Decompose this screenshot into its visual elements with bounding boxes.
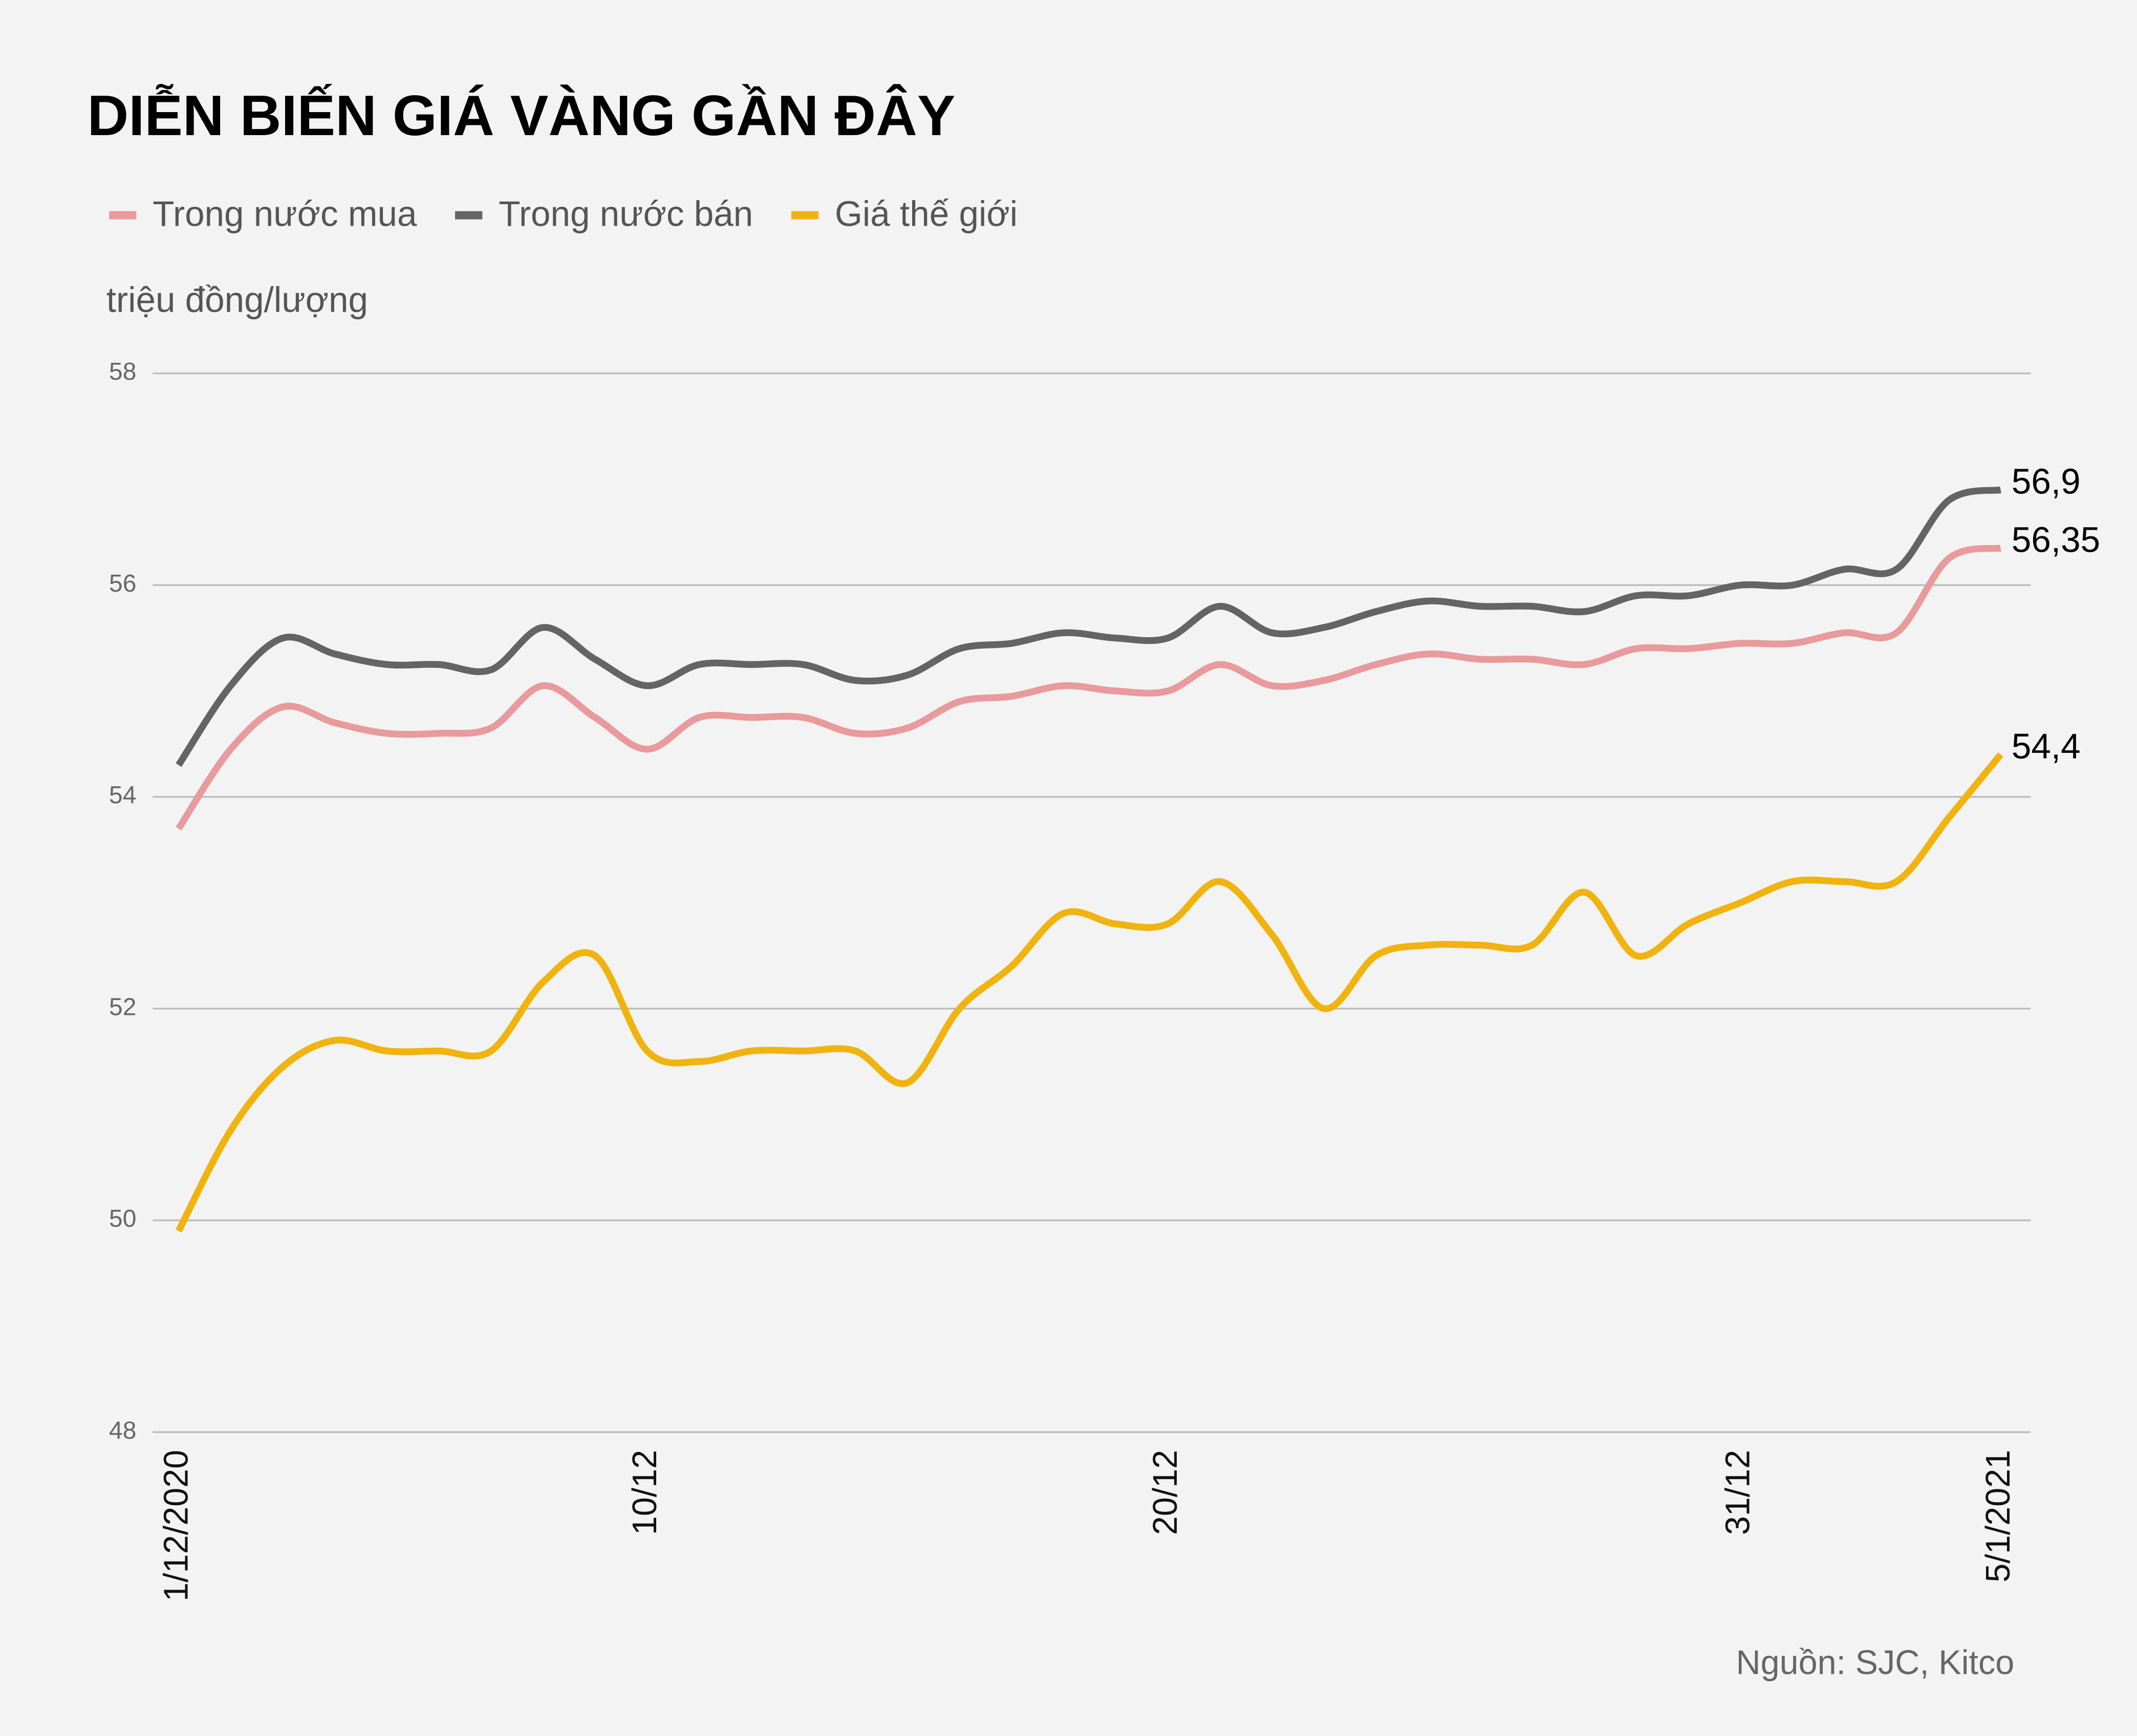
y-tick-label: 48	[109, 1417, 136, 1444]
x-tick-label: 10/12	[626, 1450, 664, 1535]
legend-label: Trong nước bán	[499, 194, 753, 234]
y-tick-label: 56	[109, 570, 136, 597]
series-line	[175, 752, 2003, 1233]
x-tick-label: 1/12/2020	[157, 1450, 195, 1601]
value-label: 54,4	[2012, 726, 2081, 766]
value-label: 56,35	[2012, 519, 2100, 559]
series-line	[176, 545, 2001, 831]
x-tick-label: 20/12	[1147, 1450, 1184, 1535]
chart-title: DIỄN BIẾN GIÁ VÀNG GẦN ĐÂY	[88, 83, 956, 147]
x-tick-label: 31/12	[1719, 1450, 1757, 1535]
y-tick-label: 52	[109, 993, 136, 1021]
value-label: 56,9	[2012, 462, 2081, 502]
legend-label: Trong nước mua	[153, 194, 417, 234]
source: Nguồn: SJC, Kitco	[1736, 1644, 2015, 1682]
series-line	[176, 486, 2001, 767]
x-tick-label: 5/1/2021	[1979, 1450, 2017, 1582]
legend-label: Giá thế giới	[835, 194, 1018, 234]
y-axis-label: triệu đồng/lượng	[106, 279, 368, 319]
y-tick-label: 58	[109, 358, 136, 385]
y-tick-label: 50	[109, 1205, 136, 1232]
y-tick-label: 54	[109, 782, 136, 809]
